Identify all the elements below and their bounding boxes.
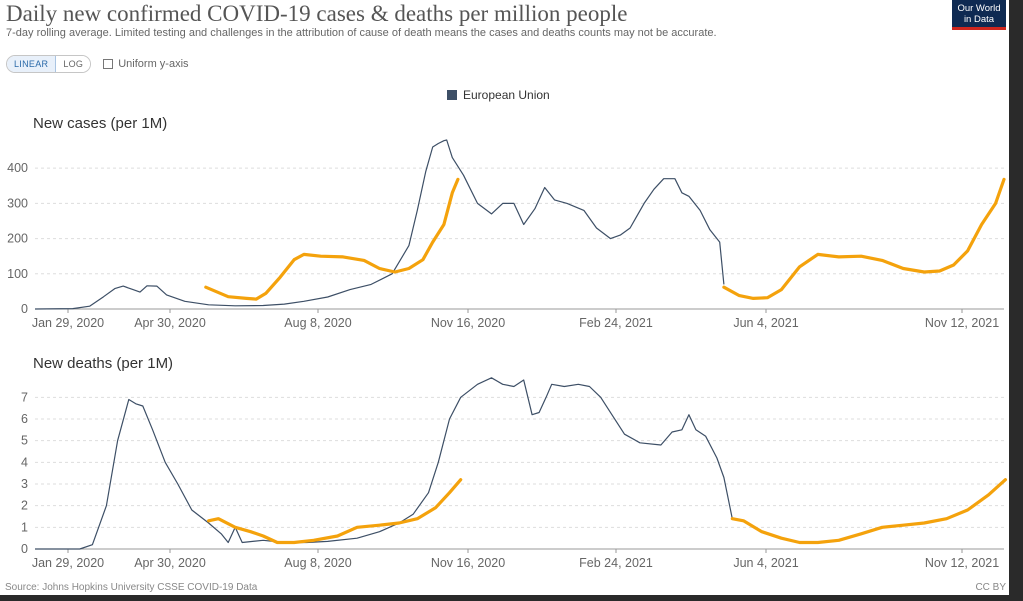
log-scale-button[interactable]: LOG [56,56,91,72]
deaths-panel-title: New deaths (per 1M) [33,355,174,372]
deaths-y-tick-label: 6 [21,412,28,426]
deaths-x-tick-label: Aug 8, 2020 [284,556,351,570]
chart-title: Daily new confirmed COVID-19 cases & dea… [6,1,628,26]
deaths-y-tick-label: 5 [21,434,28,448]
deaths-highlight-segment [207,478,463,545]
cases-x-tick-label: Nov 16, 2020 [431,316,505,330]
deaths-y-tick-label: 4 [21,455,28,469]
cases-x-tick-label: Jan 29, 2020 [32,316,104,330]
cases-y-tick-label: 400 [7,161,28,175]
chart-subtitle: 7-day rolling average. Limited testing a… [6,27,717,39]
cases-panel-title: New cases (per 1M) [33,115,168,132]
source-note[interactable]: Source: Johns Hopkins University CSSE CO… [5,582,258,593]
cases-y-tick-label: 100 [7,267,28,281]
cases-y-tick-label: 0 [21,302,28,316]
legend[interactable]: European Union [447,88,550,102]
screen-edge-bottom [0,595,1023,601]
cases-x-tick-label: Jun 4, 2021 [733,316,798,330]
deaths-x-tick-label: Nov 12, 2021 [925,556,999,570]
cases-y-tick-label: 300 [7,196,28,210]
cases-series-line-eu [34,139,725,310]
deaths-x-tick-label: Nov 16, 2020 [431,556,505,570]
cases-highlight-segment [204,177,460,301]
uniform-y-axis-checkbox[interactable] [103,59,114,69]
deaths-highlight-segment [730,478,1008,545]
cases-x-tick-label: Feb 24, 2021 [579,316,653,330]
legend-label-eu: European Union [463,88,550,102]
scale-controls: LINEAR LOG Uniform y-axis [6,55,189,73]
deaths-x-tick-label: Jan 29, 2020 [32,556,104,570]
cases-x-tick-label: Aug 8, 2020 [284,316,351,330]
deaths-series-line-eu [35,377,733,550]
uniform-y-axis-toggle[interactable]: Uniform y-axis [103,58,189,70]
deaths-y-tick-label: 0 [21,542,28,556]
deaths-x-tick-label: Apr 30, 2020 [134,556,206,570]
cases-y-tick-label: 200 [7,232,28,246]
deaths-y-tick-label: 1 [21,520,28,534]
logo-line2: in Data [963,14,995,25]
deaths-y-tick-label: 7 [21,390,28,404]
cases-x-tick-label: Apr 30, 2020 [134,316,206,330]
license-note[interactable]: CC BY [975,582,1006,593]
legend-swatch-eu [447,90,457,100]
deaths-y-tick-label: 3 [21,477,28,491]
owid-logo[interactable]: Our World in Data [952,0,1006,30]
deaths-y-tick-label: 2 [21,499,28,513]
scale-toggle: LINEAR LOG [6,55,92,73]
deaths-x-tick-label: Jun 4, 2021 [733,556,798,570]
deaths-x-tick-label: Feb 24, 2021 [579,556,653,570]
cases-highlight-segment [722,177,1006,300]
screen-edge-right [1009,0,1023,601]
linear-scale-button[interactable]: LINEAR [7,56,57,72]
uniform-y-axis-label: Uniform y-axis [118,58,189,70]
cases-x-tick-label: Nov 12, 2021 [925,316,999,330]
logo-line1: Our World [957,3,1001,14]
